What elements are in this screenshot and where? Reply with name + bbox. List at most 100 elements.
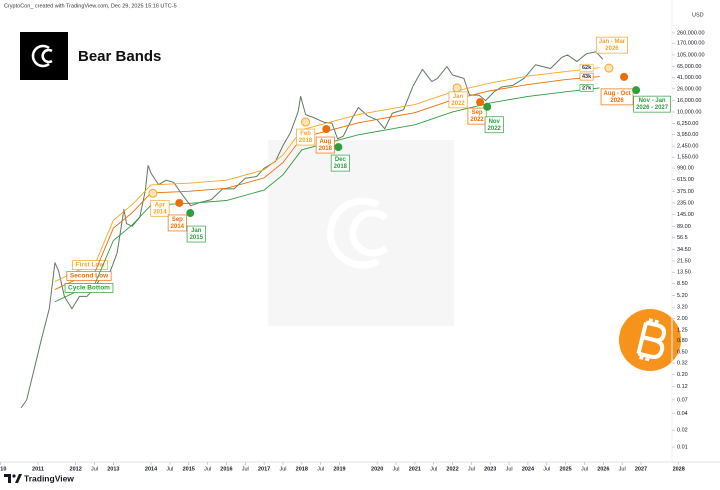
cycle-ring <box>148 188 158 198</box>
cycle-label-box <box>167 214 187 232</box>
y-tick-label: 0.02 <box>677 428 688 434</box>
legend-label: Cycle Bottom <box>68 285 110 292</box>
cycle-label-box <box>296 128 316 146</box>
x-tick-label: 2014 <box>145 466 158 472</box>
cycle-dot <box>483 102 492 111</box>
cycle-label-text: 2018 <box>299 138 313 144</box>
y-tick-label: 3,950.00 <box>677 132 698 138</box>
x-tick-label: 2018 <box>296 466 308 472</box>
legend-item: First Low <box>72 260 108 270</box>
x-tick-label: Jul <box>279 466 286 472</box>
brand-logo <box>4 474 22 483</box>
x-tick-label: Jul <box>506 466 513 472</box>
band-line <box>54 87 600 303</box>
x-tick-label: 2016 <box>220 466 232 472</box>
watermark-arc <box>349 209 389 257</box>
end-label-text: 62k <box>582 65 592 71</box>
legend-box <box>72 260 108 270</box>
end-label: 62k <box>579 63 594 72</box>
cycle-label-text: Sep <box>472 110 483 116</box>
cycle-label-text: 2026 - 2027 <box>636 105 669 111</box>
y-tick-label: 145.00 <box>677 212 694 218</box>
y-tick-label: 260,000.00 <box>677 30 705 36</box>
x-tick-label: Jul <box>317 466 324 472</box>
y-tick-label: 2.00 <box>677 316 688 322</box>
logo <box>20 32 68 80</box>
cycle-dot <box>186 209 195 218</box>
legend-label: Second Low <box>70 273 109 280</box>
legend-box <box>66 271 112 281</box>
cycle-label-text: 2026 <box>610 98 624 104</box>
y-tick-label: 21.50 <box>677 258 691 264</box>
cycle-label-text: Nov <box>489 119 501 125</box>
watermark-logo <box>327 197 389 269</box>
cycle-label-box <box>330 154 350 172</box>
cycle-label-text: Nov - Jan <box>639 98 666 104</box>
y-tick-label: 34.50 <box>677 247 691 253</box>
y-tick-label: 0.80 <box>677 338 688 344</box>
y-tick-label: 56.5 <box>677 235 688 241</box>
y-tick-label: 41,000.00 <box>677 75 701 81</box>
legend-label: First Low <box>76 262 106 269</box>
cycle-label-text: Apr <box>155 202 166 208</box>
end-label-box <box>579 84 594 92</box>
y-tick-label: 89.00 <box>677 224 691 230</box>
cycle-dot <box>476 98 485 107</box>
cycle-label-box <box>633 95 671 113</box>
cycle-dot <box>620 72 629 81</box>
cycle-label-text: 2014 <box>153 209 167 215</box>
cycle-label-text: 2018 <box>319 146 333 152</box>
y-tick-label: 1.25 <box>677 327 688 333</box>
cycle-dot <box>175 198 184 207</box>
x-tick-label: 2022 <box>446 466 458 472</box>
cycle-label-box <box>186 225 206 243</box>
y-tick-label: 1,550.00 <box>677 155 698 161</box>
cycle-label-text: Feb <box>300 131 311 137</box>
x-tick-label: 2010 <box>0 466 6 472</box>
cycle-dot <box>322 125 331 134</box>
y-tick-label: 0.20 <box>677 372 688 378</box>
x-tick-label: 2012 <box>70 466 82 472</box>
end-label-box <box>579 72 594 81</box>
y-tick-label: 0.07 <box>677 397 688 403</box>
x-tick-label: 2026 <box>597 466 609 472</box>
bitcoin-glyph <box>636 318 666 362</box>
cycle-label-text: Jan - Mar <box>599 39 626 45</box>
cycle-ring <box>604 63 614 73</box>
y-tick-label: 105,000.00 <box>677 52 705 58</box>
y-tick-label: 0.12 <box>677 384 688 390</box>
cycle-label-text: 2022 <box>488 126 502 132</box>
x-tick-label: 2011 <box>32 466 44 472</box>
logo-arc <box>31 44 50 68</box>
watermark <box>268 140 454 326</box>
cycle-dot <box>334 143 343 152</box>
cycle-label-box <box>600 88 634 106</box>
x-tick-label: 2021 <box>409 466 421 472</box>
chart-title: Bear Bands <box>78 48 161 65</box>
y-tick-label: 26,000.00 <box>677 86 701 92</box>
y-tick-label: 2,450.00 <box>677 144 698 150</box>
x-tick-label: Jul <box>543 466 550 472</box>
y-tick-label: 8.50 <box>677 281 688 287</box>
brand-mark <box>4 474 11 483</box>
x-tick-label: Jul <box>430 466 437 472</box>
cycle-ring <box>301 117 311 127</box>
x-tick-label: Jul <box>166 466 173 472</box>
brand-mark <box>15 474 22 483</box>
x-tick-label: 2028 <box>673 466 685 472</box>
cycle-dot <box>632 86 641 95</box>
watermark-arc <box>327 197 380 269</box>
cycle-label-text: Jan <box>453 94 464 100</box>
band-line <box>54 76 600 290</box>
x-tick-label: 2015 <box>183 466 195 472</box>
x-tick-label: 2019 <box>333 466 345 472</box>
end-label-box <box>579 63 594 72</box>
